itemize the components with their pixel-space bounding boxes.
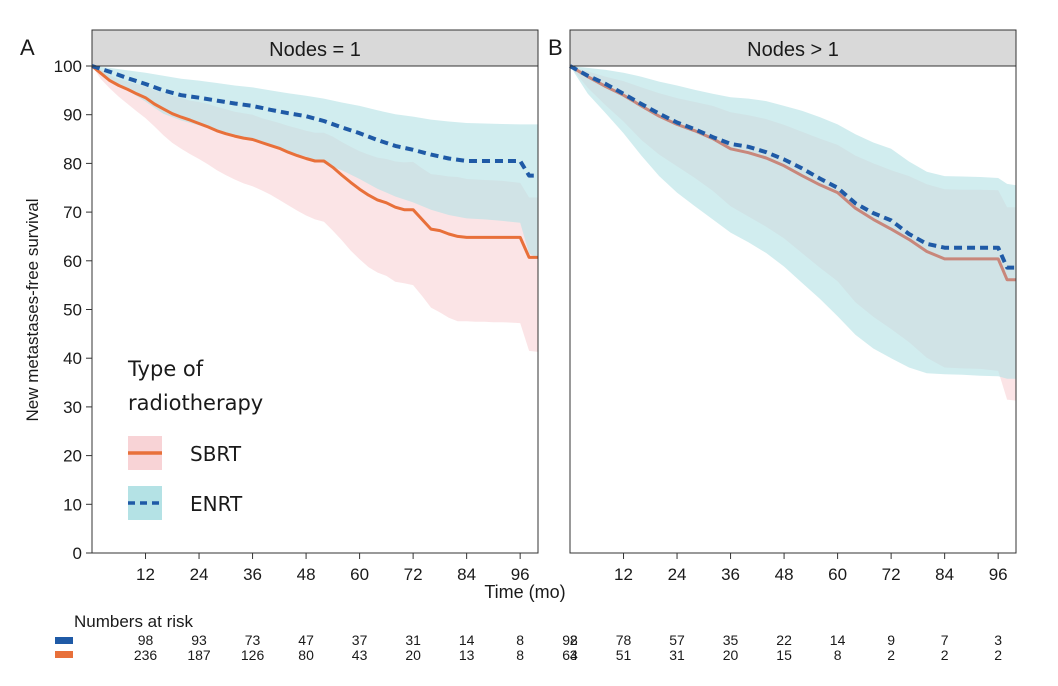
risk-value-sbrt-b-7: 2	[941, 647, 949, 663]
risk-value-enrt-b-2: 57	[669, 632, 685, 648]
risk-value-sbrt-b-4: 15	[776, 647, 792, 663]
panel-b-title: Nodes > 1	[747, 39, 839, 61]
survival-line-sbrt-a	[91, 64, 538, 259]
x-tick-label-48-a: 48	[297, 565, 316, 584]
risk-value-enrt-b-7: 7	[941, 632, 949, 648]
legend-enrt-label: ENRT	[190, 492, 243, 516]
y-tick-label-60: 60	[63, 252, 82, 271]
risk-value-enrt-b-8: 3	[994, 632, 1002, 648]
legend: Type of radiotherapy SBRT ENRT	[127, 357, 263, 520]
panel-b-axes: 12 24 36 48 60 72 84 96	[614, 553, 1008, 584]
risk-value-enrt-b-1: 78	[616, 632, 632, 648]
risk-value-enrt-a-3: 47	[298, 632, 314, 648]
panel-a-strip	[91, 29, 539, 67]
y-tick-label-0: 0	[73, 544, 82, 563]
legend-title-line2: radiotherapy	[128, 391, 263, 415]
survival-line-enrt-b	[569, 64, 1016, 270]
risk-value-sbrt-b-6: 2	[887, 647, 895, 663]
y-tick-label-90: 90	[63, 106, 82, 125]
ci-band-enrt-b	[570, 66, 1016, 379]
risk-value-sbrt-a-2: 126	[241, 647, 265, 663]
panel-a-axes: 12 24 36 48 60 72 84 96 0 10 20 30 40 50 60 70 80 90 100	[54, 57, 530, 584]
panel-b: B Nodes > 1 12 24 36 48 60 72 84 96	[548, 29, 1017, 584]
risk-table-title: Numbers at risk	[74, 612, 194, 631]
y-tick-label-40: 40	[63, 349, 82, 368]
legend-title-line1: Type of	[127, 357, 204, 381]
x-tick-label-72-a: 72	[404, 565, 423, 584]
ci-band-sbrt-a	[92, 66, 538, 352]
risk-value-enrt-a-8: 2	[570, 632, 578, 648]
risk-value-sbrt-a-4: 43	[352, 647, 368, 663]
y-tick-label-80: 80	[63, 154, 82, 173]
risk-value-enrt-a-1: 93	[191, 632, 207, 648]
x-tick-label-84-a: 84	[457, 565, 476, 584]
risk-value-sbrt-b-5: 8	[834, 647, 842, 663]
panel-b-strip	[569, 29, 1017, 67]
risk-value-sbrt-a-8: 3	[570, 647, 578, 663]
panel-a-letter: A	[20, 35, 35, 60]
x-tick-label-60-a: 60	[350, 565, 369, 584]
legend-item-sbrt: SBRT	[128, 436, 242, 470]
risk-value-enrt-a-6: 14	[459, 632, 475, 648]
x-tick-label-96-a: 96	[511, 565, 530, 584]
x-tick-label-12-a: 12	[136, 565, 155, 584]
risk-value-enrt-b-0: 98	[562, 632, 578, 648]
risk-value-sbrt-a-5: 20	[405, 647, 421, 663]
risk-value-enrt-b-4: 22	[776, 632, 792, 648]
legend-item-enrt: ENRT	[128, 486, 243, 520]
panel-a: A Nodes = 1 12 24 36 48 60 72 84 96 0 10 20 30 40 50 6…	[20, 29, 539, 584]
legend-sbrt-label: SBRT	[190, 442, 242, 466]
risk-value-enrt-a-0: 98	[138, 632, 154, 648]
panel-b-letter: B	[548, 35, 563, 60]
y-tick-label-100: 100	[54, 57, 82, 76]
risk-value-enrt-b-5: 14	[830, 632, 846, 648]
risk-value-sbrt-a-3: 80	[298, 647, 314, 663]
survival-line-sbrt-b	[569, 64, 1016, 282]
risk-value-sbrt-b-8: 2	[994, 647, 1002, 663]
y-tick-label-20: 20	[63, 447, 82, 466]
x-tick-label-72-b: 72	[882, 565, 901, 584]
risk-value-enrt-a-5: 31	[405, 632, 421, 648]
risk-value-sbrt-b-2: 31	[669, 647, 685, 663]
survival-line-enrt-a	[91, 64, 538, 178]
risk-value-sbrt-b-3: 20	[723, 647, 739, 663]
risk-value-enrt-b-6: 9	[887, 632, 895, 648]
x-tick-label-96-b: 96	[989, 565, 1008, 584]
y-tick-label-30: 30	[63, 398, 82, 417]
risk-value-sbrt-a-7: 8	[516, 647, 524, 663]
risk-value-enrt-a-7: 8	[516, 632, 524, 648]
risk-key-sbrt	[55, 651, 73, 658]
panel-a-plot	[91, 64, 538, 352]
y-axis-label: New metastases-free survival	[23, 199, 42, 422]
panel-b-plot	[569, 64, 1016, 401]
risk-value-enrt-a-4: 37	[352, 632, 368, 648]
x-tick-label-24-a: 24	[190, 565, 209, 584]
x-tick-label-12-b: 12	[614, 565, 633, 584]
risk-key-enrt	[55, 637, 73, 644]
x-tick-label-48-b: 48	[775, 565, 794, 584]
x-tick-label-84-b: 84	[935, 565, 954, 584]
risk-value-sbrt-a-0: 236	[134, 647, 158, 663]
x-tick-label-36-a: 36	[243, 565, 262, 584]
x-tick-label-60-b: 60	[828, 565, 847, 584]
risk-value-sbrt-a-6: 13	[459, 647, 475, 663]
x-axis-label: Time (mo)	[484, 582, 565, 602]
risk-value-sbrt-b-1: 51	[616, 647, 632, 663]
risk-value-enrt-b-3: 35	[723, 632, 739, 648]
panel-b-frame	[569, 65, 1017, 554]
risk-value-enrt-a-2: 73	[245, 632, 261, 648]
risk-value-sbrt-b-0: 64	[562, 647, 578, 663]
y-tick-label-10: 10	[63, 495, 82, 514]
panel-a-title: Nodes = 1	[269, 39, 361, 61]
risk-value-sbrt-a-1: 187	[187, 647, 211, 663]
x-tick-label-24-b: 24	[668, 565, 687, 584]
y-tick-label-50: 50	[63, 301, 82, 320]
y-tick-label-70: 70	[63, 203, 82, 222]
x-tick-label-36-b: 36	[721, 565, 740, 584]
ci-band-enrt-a	[92, 66, 538, 259]
